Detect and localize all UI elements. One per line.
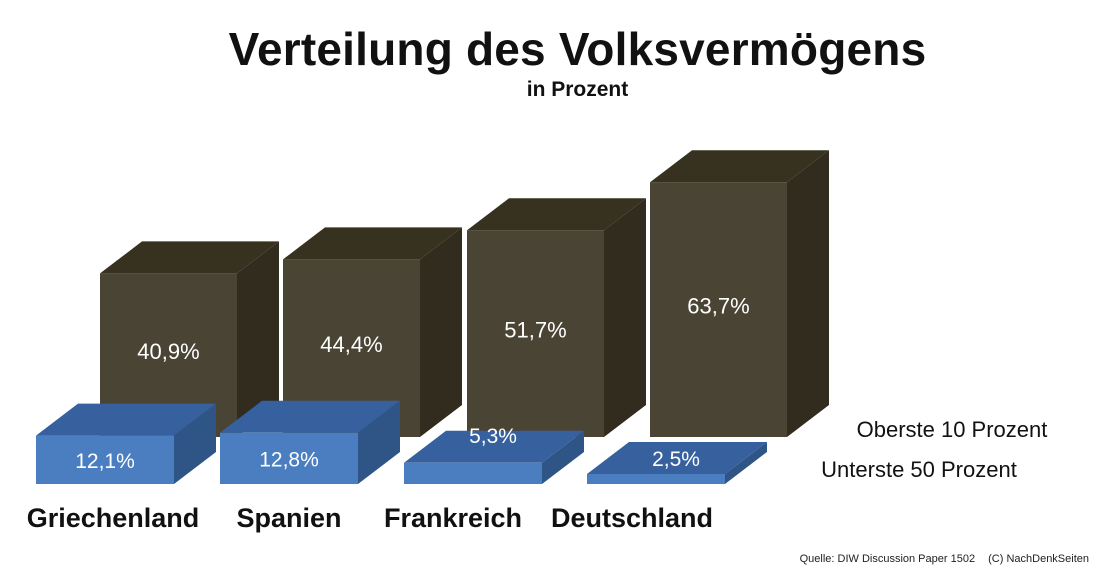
bar-bottom50-1-front [220,432,358,484]
bar-top10-3-top [650,150,829,183]
bar-top10-2-front [467,230,604,437]
category-label: Spanien [236,503,341,533]
data-label-bottom50: 2,5% [652,448,700,471]
bar-top10-2-side [604,198,646,437]
data-label-top10: 63,7% [687,294,749,319]
legend-top10: Oberste 10 Prozent [857,417,1048,442]
category-label: Griechenland [27,503,200,533]
chart-title: Verteilung des Volksvermögens [228,23,927,75]
bar-bottom50-1-top [220,400,400,433]
data-label-top10: 40,9% [137,339,199,364]
bar-bottom50-2-front [404,462,542,484]
bar-top10-3-front [650,182,787,437]
data-label-bottom50: 12,8% [259,448,319,471]
bar-top10-0-side [237,241,279,437]
bar-bottom50-2-side [542,430,584,484]
bar-bottom50-1-side [358,400,400,484]
bar-top10-1-side [420,227,462,437]
bar-top10-1-top [283,227,462,260]
data-label-top10: 44,4% [320,332,382,357]
bar-bottom50-0-top [36,403,216,436]
category-label: Frankreich [384,503,522,533]
bar-bottom50-0-front [36,435,174,484]
bar-bottom50-2-top [404,430,584,463]
data-label-top10: 51,7% [504,318,566,343]
bar-top10-0-top [100,241,279,274]
copyright-text: (C) NachDenkSeiten [988,553,1089,565]
source-text: Quelle: DIW Discussion Paper 1502 [799,553,976,565]
category-label: Deutschland [551,503,713,533]
bar-bottom50-3-side [725,442,767,484]
legend-bottom50: Unterste 50 Prozent [821,457,1017,482]
source-note: Quelle: DIW Discussion Paper 1502 (C) Na… [790,553,1089,565]
bar-bottom50-0-side [174,403,216,484]
bar-top10-2-top [467,198,646,231]
data-label-bottom50: 5,3% [469,425,517,448]
bar-top10-3-side [787,150,829,437]
data-label-bottom50: 12,1% [75,450,135,473]
bar-bottom50-3-top [587,442,767,474]
chart-subtitle: in Prozent [526,78,629,101]
bar-bottom50-3-front [587,474,725,484]
